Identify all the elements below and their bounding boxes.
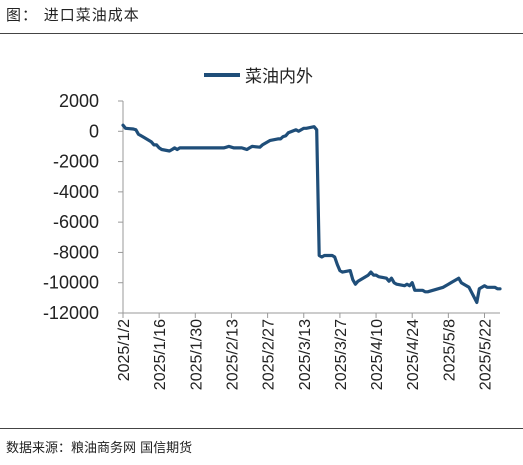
y-tick-label: 0 bbox=[89, 121, 99, 141]
x-tick-label: 2025/4/24 bbox=[405, 319, 422, 390]
y-tick-label: -2000 bbox=[53, 152, 99, 172]
x-tick-label: 2025/2/13 bbox=[224, 319, 241, 390]
y-tick-label: -6000 bbox=[53, 212, 99, 232]
y-tick-label: -4000 bbox=[53, 182, 99, 202]
y-tick-label: -8000 bbox=[53, 242, 99, 262]
y-tick-label: 2000 bbox=[59, 91, 99, 111]
x-tick-label: 2025/3/27 bbox=[333, 319, 350, 390]
x-tick-label: 2025/1/30 bbox=[188, 319, 205, 390]
series-group bbox=[121, 123, 502, 304]
chart-axes bbox=[122, 101, 500, 314]
x-axis-ticks: 2025/1/2 2025/1/16 2025/1/30 2025/2/13 2025/… bbox=[116, 313, 495, 390]
legend-label-cailei: 菜油内外 bbox=[245, 67, 313, 86]
page-title: 图： 进口菜油成本 bbox=[6, 6, 140, 24]
y-tick-label: -10000 bbox=[43, 273, 99, 293]
x-tick-label: 2025/1/2 bbox=[116, 319, 133, 381]
x-tick-label: 2025/3/13 bbox=[297, 319, 314, 390]
x-tick-label: 2025/4/10 bbox=[369, 319, 386, 390]
top-divider bbox=[0, 33, 523, 34]
x-tick-label: 2025/1/16 bbox=[152, 319, 169, 390]
y-tick-label: -12000 bbox=[43, 303, 99, 323]
data-source-note: 数据来源：粮油商务网 国信期货 bbox=[6, 441, 193, 456]
chart-legend: 菜油内外 bbox=[204, 67, 313, 86]
line-chart: 菜油内外 2000 0 -2000 -4000 -6000 -8000 -10000 -120… bbox=[43, 67, 502, 390]
x-tick-label: 2025/5/8 bbox=[441, 319, 458, 381]
series-line-cailei bbox=[121, 123, 502, 304]
y-axis-ticks: 2000 0 -2000 -4000 -6000 -8000 -10000 -12000 bbox=[43, 91, 123, 323]
x-tick-label: 2025/5/22 bbox=[478, 319, 495, 390]
x-tick-label: 2025/2/27 bbox=[261, 319, 278, 390]
bottom-divider bbox=[0, 428, 523, 429]
